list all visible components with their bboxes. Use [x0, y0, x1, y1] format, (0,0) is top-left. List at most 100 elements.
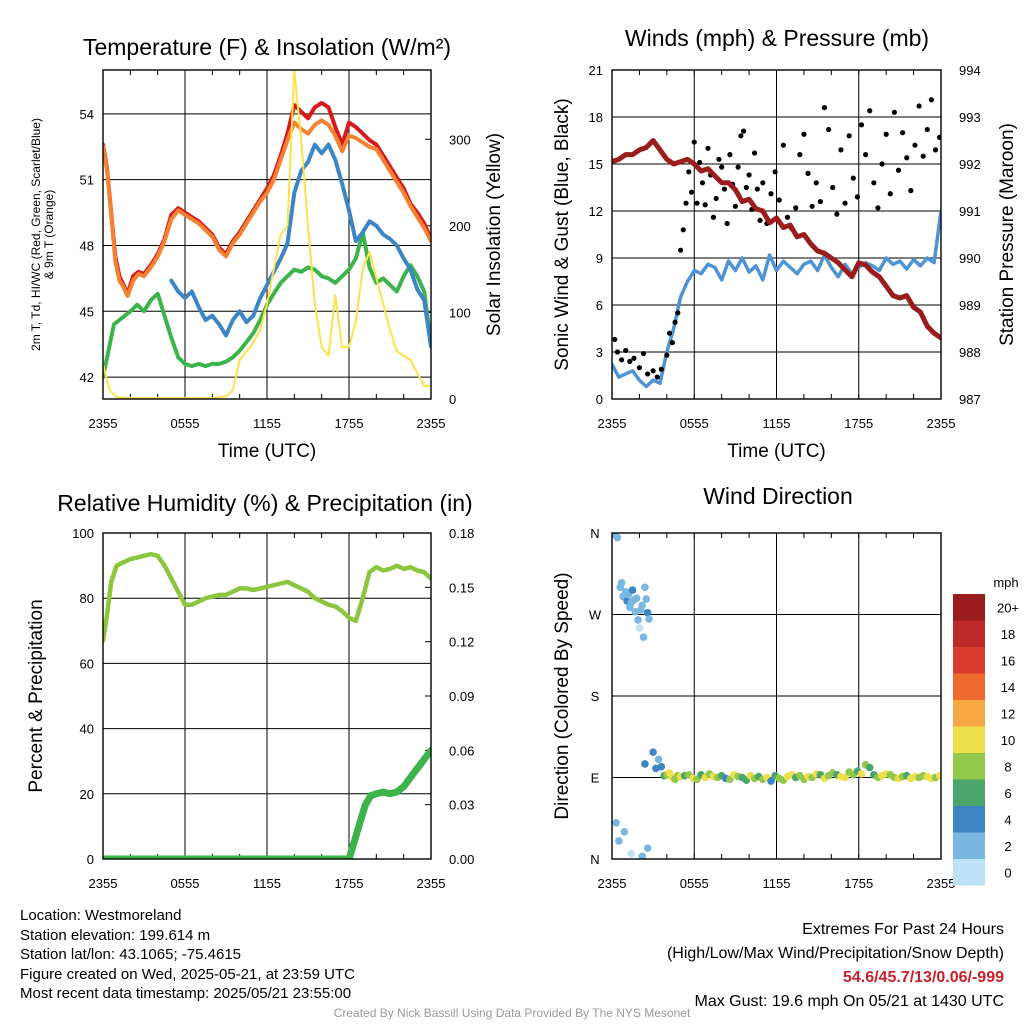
x-tick-label: 0555 — [680, 876, 709, 891]
chart-panel-4: 2355 0555 1155 1755 2355 N E S W N Wind Direction D… — [552, 483, 1019, 891]
y-tick-label: 21 — [589, 63, 603, 78]
gust-point — [686, 169, 692, 175]
y-tick-label: 51 — [80, 173, 94, 188]
colorbar-label: 4 — [1004, 812, 1011, 827]
direction-point — [639, 633, 648, 641]
x-tick-label: 2355 — [417, 876, 446, 891]
gust-point — [746, 172, 752, 178]
y2-tick-label: 0.15 — [449, 580, 474, 595]
y2-tick-label: 992 — [959, 157, 981, 172]
y-tick-label: 18 — [589, 110, 603, 125]
colorbar-label: 6 — [1004, 786, 1011, 801]
y-axis-label: Sonic Wind & Gust (Blue, Black) — [552, 98, 573, 370]
direction-point — [865, 763, 874, 772]
y-tick-label: 48 — [80, 238, 94, 253]
colorbar-swatch — [953, 726, 985, 753]
y2-tick-label: 993 — [959, 110, 981, 125]
series-group — [612, 97, 941, 389]
gust-point — [688, 189, 695, 195]
gust-point — [809, 203, 815, 209]
x-tick-label: 1155 — [763, 876, 791, 891]
direction-point — [613, 533, 622, 542]
gust-point — [817, 199, 823, 205]
colorbar-swatch — [953, 673, 985, 700]
direction-point — [841, 773, 849, 782]
gust-point — [732, 203, 738, 209]
direction-point — [634, 616, 642, 624]
direction-point — [643, 844, 652, 852]
gust-point — [871, 180, 877, 186]
gust-point — [867, 108, 873, 114]
gust-point — [825, 126, 832, 133]
colorbar-label: 20+ — [997, 600, 1019, 615]
y2-tick-label: 200 — [449, 219, 471, 234]
gust-point — [821, 105, 828, 111]
y-tick-label: W — [589, 608, 602, 623]
direction-point — [617, 579, 626, 587]
gust-point — [741, 128, 747, 134]
station-latlon: Station lat/lon: 43.1065; -75.4615 — [20, 946, 242, 964]
gust-point — [784, 214, 791, 220]
chart-panel-3: 2355 0555 1155 1755 2355 0 20 40 60 80 100 0.00 0.03… — [26, 490, 474, 891]
x-tick-label: 2355 — [927, 876, 956, 891]
direction-point — [645, 615, 653, 623]
x-tick-label: 1755 — [844, 876, 873, 891]
direction-point — [615, 837, 623, 845]
gust-point — [719, 164, 725, 170]
y2-axis-label: Station Pressure (Maroon) — [997, 123, 1018, 346]
y-tick-label: E — [591, 771, 600, 786]
gust-point — [672, 319, 678, 325]
direction-point — [643, 608, 652, 617]
y-axis-label: Percent & Precipitation — [26, 599, 47, 792]
y-tick-label: 20 — [80, 787, 94, 802]
extremes-legend: (High/Low/Max Wind/Precipitation/Snow De… — [666, 945, 1004, 962]
direction-point — [620, 828, 629, 836]
y-tick-label: 0 — [87, 852, 94, 867]
gust-point — [754, 186, 760, 192]
gust-point — [920, 153, 926, 159]
gust-point — [699, 180, 706, 186]
series-line-station-pressure — [612, 138, 941, 341]
station-elevation: Station elevation: 199.614 m — [20, 926, 211, 944]
station-info: Location: Westmoreland Station elevation… — [20, 906, 355, 1004]
gust-point — [618, 357, 625, 363]
gust-point — [612, 336, 618, 343]
gust-point — [883, 131, 889, 137]
series-line-relative-humidity — [103, 551, 431, 643]
gust-point — [675, 310, 681, 316]
x-tick-label: 2355 — [89, 416, 118, 431]
gust-point — [879, 161, 885, 167]
gust-point — [691, 139, 697, 145]
gust-point — [757, 217, 763, 223]
chart-title: Relative Humidity (%) & Precipitation (i… — [57, 490, 472, 516]
series-line-precipitation — [103, 746, 431, 859]
gust-point — [834, 211, 840, 217]
gust-point — [721, 186, 728, 192]
gust-point — [735, 164, 741, 170]
series-line-hi-wc — [169, 142, 431, 349]
gust-point — [760, 180, 766, 186]
plot-frame — [611, 532, 942, 860]
colorbar-swatch — [953, 594, 985, 621]
series-line-sonic-wind — [612, 209, 941, 389]
y-tick-label: N — [590, 852, 599, 867]
y2-tick-label: 989 — [959, 298, 981, 313]
colorbar-swatch — [953, 779, 985, 806]
gust-point — [623, 347, 629, 354]
x-tick-label: 2355 — [598, 416, 627, 431]
gust-point — [805, 170, 811, 176]
colorbar-title: mph — [993, 575, 1018, 590]
y-tick-label: 80 — [80, 591, 94, 606]
y-tick-label: 9 — [596, 251, 603, 266]
gust-point — [713, 195, 719, 202]
gust-point — [697, 159, 703, 166]
x-tick-label: 2355 — [598, 876, 627, 891]
y2-tick-label: 0.18 — [449, 526, 474, 541]
y-tick-label: S — [591, 689, 600, 704]
x-tick-label: 1755 — [335, 876, 364, 891]
gust-point — [640, 350, 647, 357]
credit-line: Created By Nick Bassill Using Data Provi… — [333, 1006, 691, 1020]
y-tick-label: 15 — [589, 157, 603, 172]
gust-point — [669, 340, 675, 346]
